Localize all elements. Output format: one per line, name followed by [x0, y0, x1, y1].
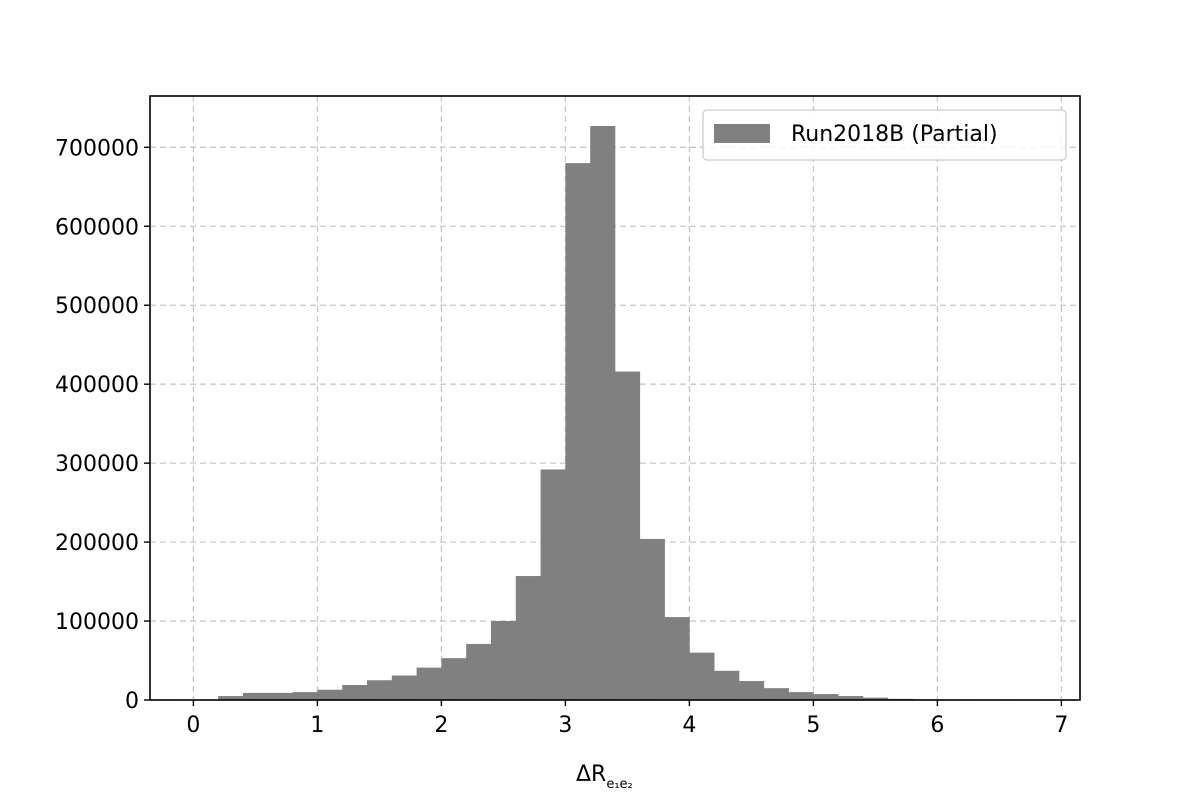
x-tick-label: 2 — [434, 713, 448, 738]
y-tick-label: 500000 — [55, 294, 139, 319]
histogram-bar — [515, 576, 541, 700]
histogram-bar — [441, 658, 467, 700]
histogram-bar — [763, 688, 789, 700]
histogram-bar — [714, 670, 740, 700]
x-tick-label: 5 — [806, 713, 820, 738]
histogram-bar — [689, 652, 715, 700]
x-tick-label: 6 — [930, 713, 944, 738]
histogram-bar — [615, 371, 641, 700]
y-tick-label: 400000 — [55, 373, 139, 398]
x-tick-label: 1 — [310, 713, 324, 738]
histogram-bar — [565, 163, 591, 701]
legend: Run2018B (Partial) — [702, 109, 1067, 161]
histogram-bar — [813, 694, 839, 700]
x-tick-label: 4 — [682, 713, 696, 738]
histogram-bars — [218, 126, 1062, 701]
y-tick-label: 100000 — [55, 610, 139, 635]
histogram-bar — [466, 643, 492, 700]
legend-box — [702, 109, 1067, 161]
x-axis-label: ΔRe₁e₂ — [576, 762, 633, 792]
histogram-bar — [243, 692, 269, 700]
x-tick-label: 7 — [1054, 713, 1068, 738]
histogram-bar — [391, 675, 417, 700]
y-tick-label: 200000 — [55, 531, 139, 556]
y-axis-ticks: 0 100000 200000 300000 400000 500000 600000 700… — [55, 136, 150, 714]
histogram-bar — [540, 469, 566, 700]
histogram-bar — [838, 696, 864, 700]
x-tick-label: 3 — [558, 713, 572, 738]
y-tick-label: 700000 — [55, 136, 139, 161]
histogram-bar — [416, 667, 442, 700]
histogram-bar — [218, 696, 244, 700]
histogram-bar — [317, 689, 343, 700]
x-tick-label: 0 — [186, 713, 200, 738]
histogram-bar — [664, 617, 690, 700]
histogram-bar — [491, 621, 517, 700]
legend-swatch — [714, 124, 770, 143]
y-tick-label: 300000 — [55, 452, 139, 477]
histogram-bar — [590, 126, 616, 700]
histogram-bar — [292, 692, 318, 700]
legend-label: Run2018B (Partial) — [791, 122, 998, 147]
x-axis-ticks: 0 1 2 3 4 5 6 7 — [186, 700, 1068, 738]
y-tick-label: 0 — [125, 689, 139, 714]
histogram-bar — [788, 692, 814, 700]
y-tick-label: 600000 — [55, 215, 139, 240]
histogram-bar — [639, 538, 665, 700]
histogram-bar — [267, 692, 293, 700]
histogram-bar — [342, 684, 368, 700]
axes-frame — [149, 95, 1081, 701]
histogram-bar — [739, 681, 765, 700]
histogram-bar — [367, 680, 393, 700]
histogram-bar — [863, 697, 889, 700]
